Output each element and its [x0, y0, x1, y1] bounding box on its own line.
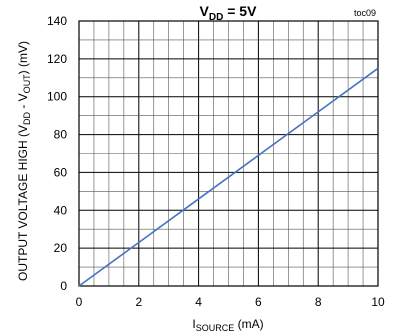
x-tick-label: 0 — [76, 295, 83, 309]
y-tick-label: 140 — [47, 14, 67, 28]
plot-frame — [78, 20, 379, 287]
chart-title: VDD = 5V — [200, 3, 258, 23]
y-tick-label: 80 — [54, 128, 68, 142]
x-tick-label: 6 — [255, 295, 262, 309]
y-axis-ticks: 0 20 40 60 80 100 120 140 — [47, 14, 67, 293]
series-line — [78, 67, 379, 287]
x-tick-label: 10 — [371, 295, 385, 309]
x-tick-label: 4 — [195, 295, 202, 309]
y-tick-label: 0 — [60, 279, 67, 293]
y-tick-label: 60 — [54, 165, 68, 179]
grid — [79, 21, 378, 286]
y-tick-label: 120 — [47, 52, 67, 66]
x-tick-label: 2 — [135, 295, 142, 309]
chart-tag: toc09 — [354, 8, 376, 18]
series-group — [78, 67, 379, 287]
x-tick-label: 8 — [315, 295, 322, 309]
y-tick-label: 40 — [54, 203, 68, 217]
y-axis-label: OUTPUT VOLTAGE HIGH (VDD - VOUT) (mV) — [16, 41, 32, 281]
x-axis-label: ISOURCE (mA) — [192, 317, 263, 332]
y-tick-label: 100 — [47, 90, 67, 104]
y-tick-label: 20 — [54, 241, 68, 255]
x-axis-ticks: 0 2 4 6 8 10 — [76, 295, 385, 309]
